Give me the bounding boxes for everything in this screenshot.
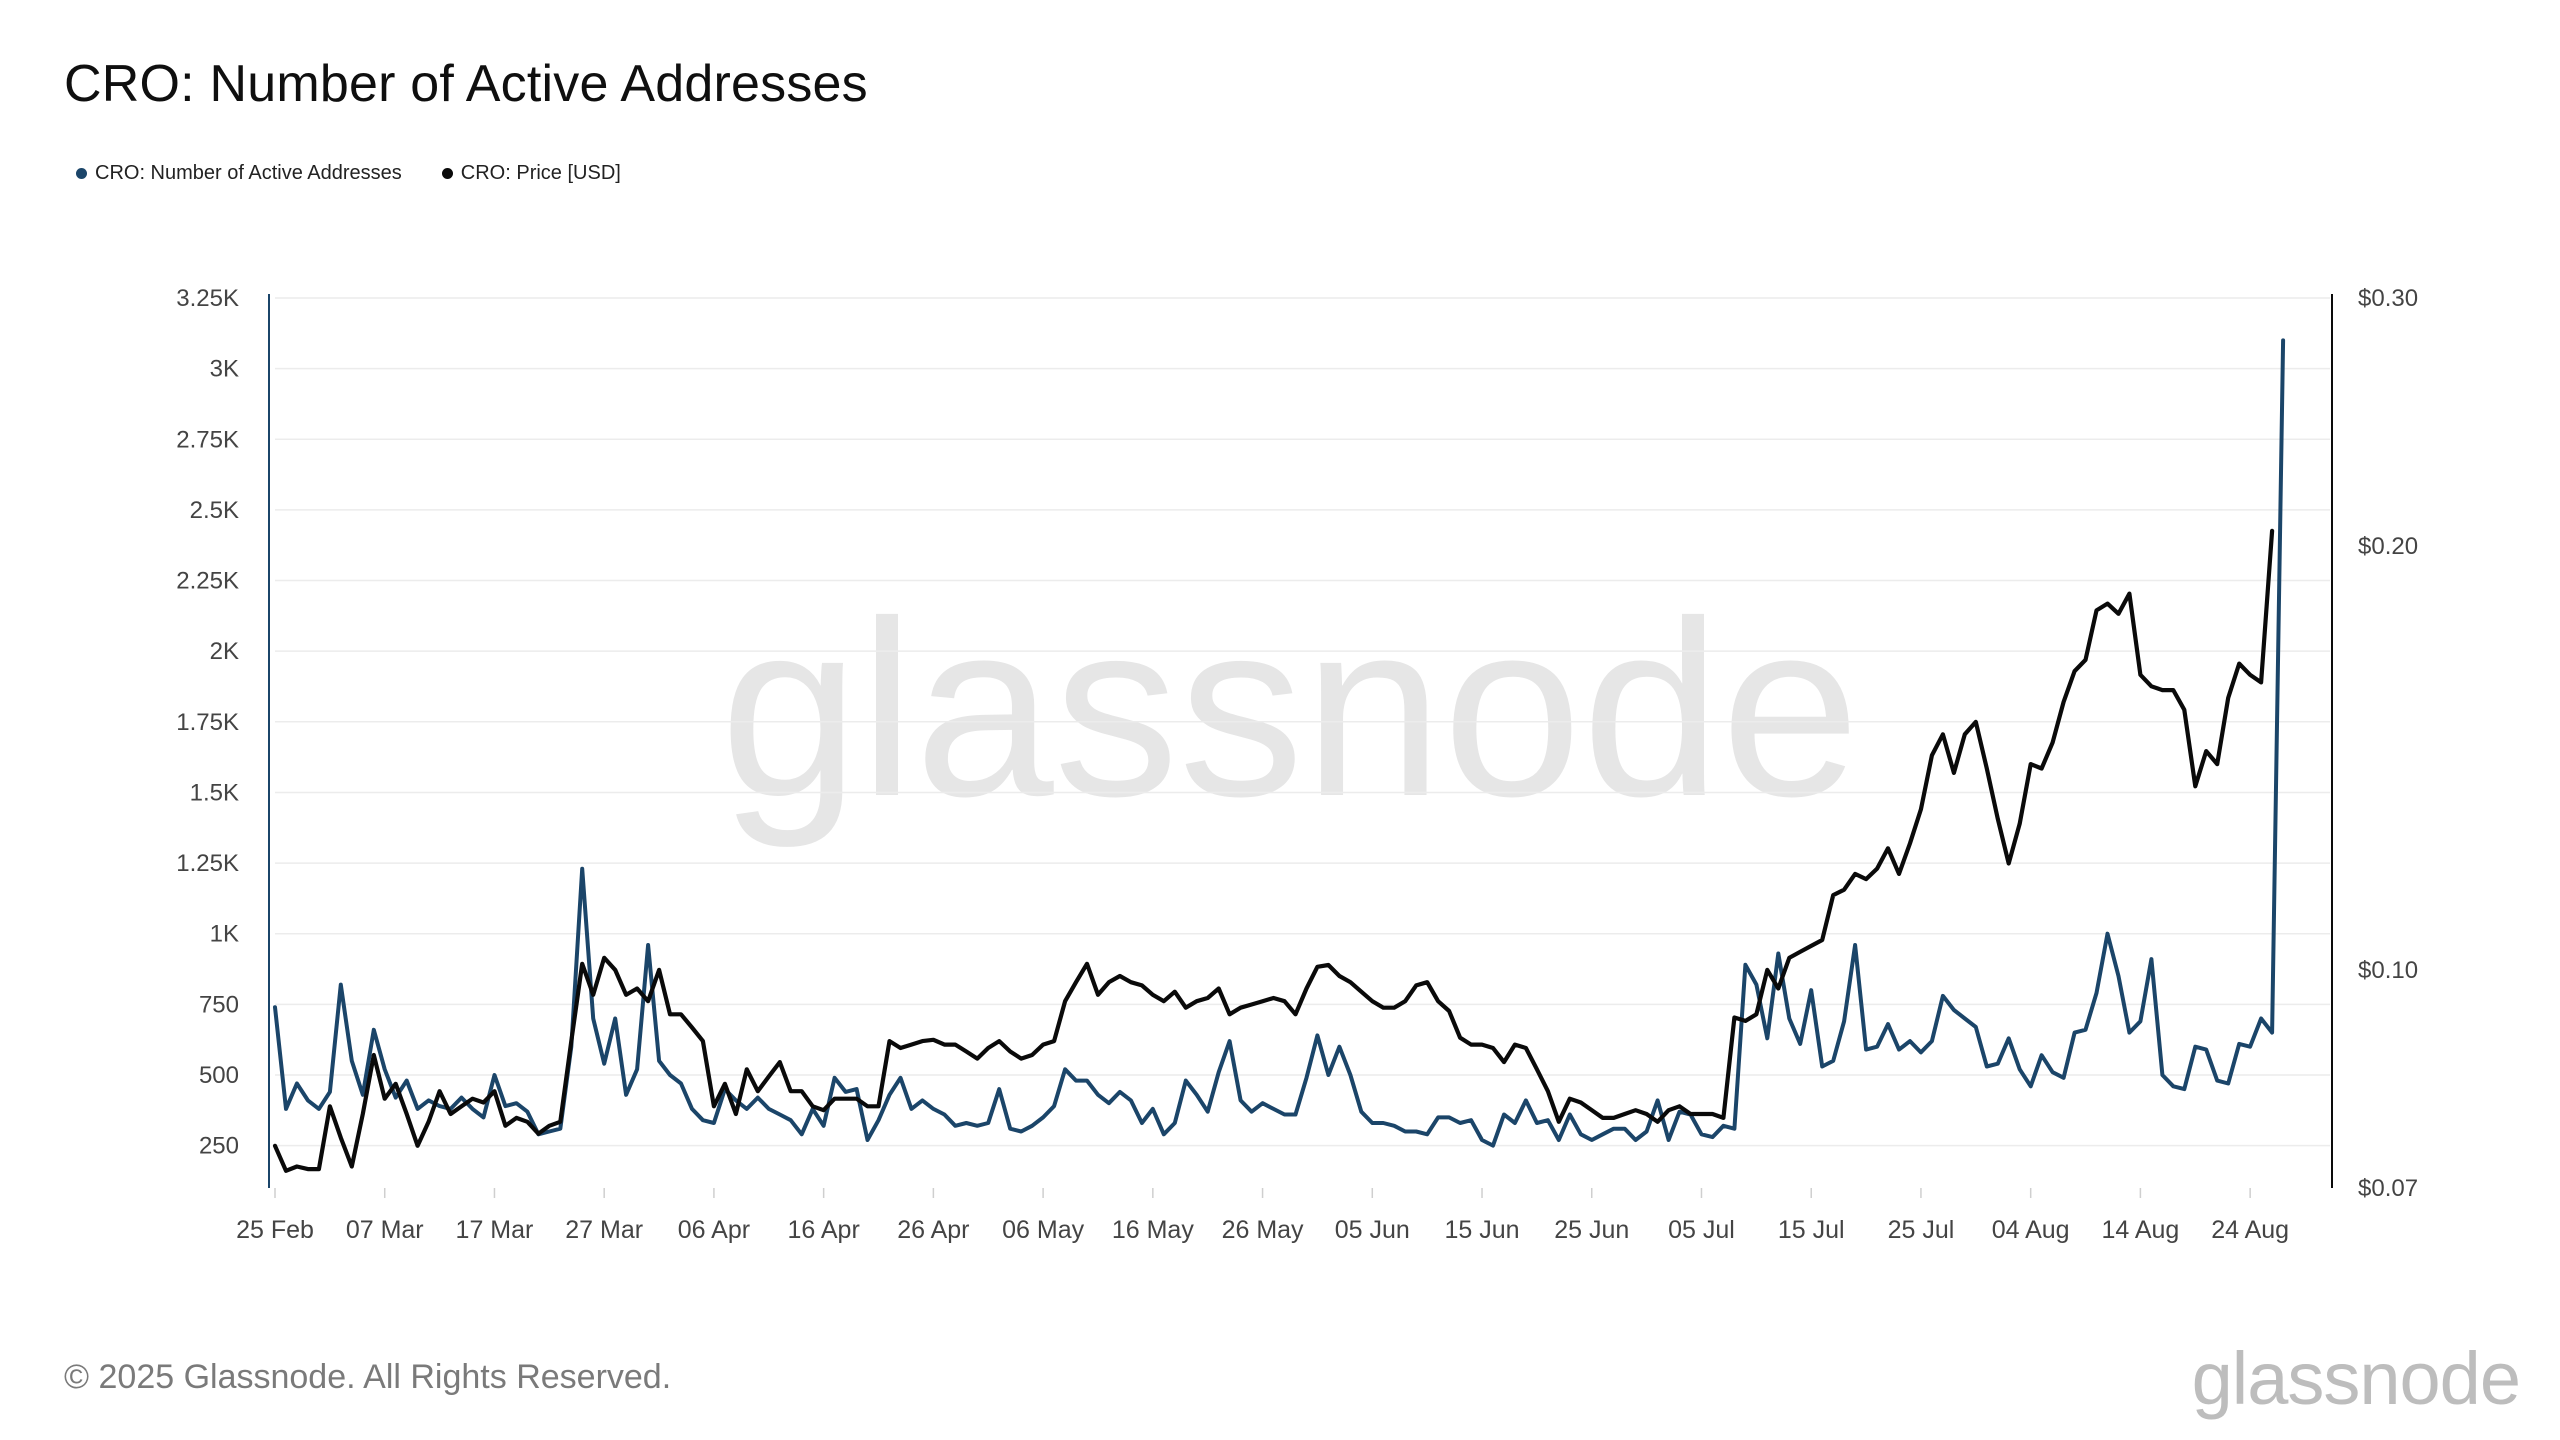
y-left-tick-label: 1.25K [176, 850, 239, 877]
brand-logo[interactable]: glassnode [2191, 1337, 2521, 1420]
x-tick-label: 06 May [1002, 1216, 1084, 1244]
y-axis-right-ticks: $0.07 $0.10 $0.20 $0.30 [2358, 285, 2418, 1202]
y-left-tick-label: 1K [210, 921, 239, 948]
y-left-tick-label: 750 [199, 991, 239, 1018]
legend-item-active-addresses[interactable]: CRO: Number of Active Addresses [76, 162, 402, 185]
y-axis-left-ticks: 250 500 750 1K 1.25K 1.5K 1.75K 2K 2.25K 2.5K 2.75… [176, 285, 239, 1160]
x-tick-label: 25 Feb [236, 1216, 314, 1244]
chart-watermark: glassnode [720, 569, 1860, 848]
x-tick-label: 27 Mar [565, 1216, 643, 1244]
y-left-tick-label: 500 [199, 1062, 239, 1089]
y-left-tick-label: 3K [210, 356, 239, 383]
x-tick-label: 05 Jul [1668, 1216, 1735, 1244]
y-left-tick-label: 2.25K [176, 568, 239, 595]
y-left-tick-label: 1.5K [190, 779, 239, 806]
axes [268, 294, 2333, 1188]
legend-dot-price [441, 168, 453, 179]
series-lines [272, 338, 2286, 1173]
x-tick-label: 26 Apr [897, 1216, 969, 1244]
x-tick-label: 16 May [1112, 1216, 1194, 1244]
chart-legend: CRO: Number of Active Addresses CRO: Pri… [76, 162, 621, 185]
x-tick-label: 24 Aug [2211, 1216, 2289, 1244]
y-left-tick-label: 2.5K [190, 497, 239, 524]
legend-dot-active-addresses [76, 168, 87, 179]
x-tick-label: 06 Apr [678, 1216, 750, 1244]
y-right-tick-label: $0.07 [2358, 1175, 2418, 1202]
y-left-tick-label: 250 [199, 1133, 239, 1160]
legend-label-active-addresses: CRO: Number of Active Addresses [95, 162, 402, 184]
y-left-tick-label: 3.25K [176, 285, 239, 312]
y-left-tick-label: 1.75K [176, 709, 239, 736]
x-tick-label: 17 Mar [456, 1216, 534, 1244]
x-tick-label: 14 Aug [2101, 1216, 2179, 1244]
x-tick-label: 07 Mar [346, 1216, 424, 1244]
y-right-tick-label: $0.30 [2358, 285, 2418, 312]
y-right-tick-label: $0.10 [2358, 957, 2418, 984]
chart-title: CRO: Number of Active Addresses [64, 55, 868, 113]
copyright-text: © 2025 Glassnode. All Rights Reserved. [64, 1358, 672, 1396]
x-tick-label: 04 Aug [1992, 1216, 2070, 1244]
grid-lines [275, 297, 2330, 1147]
legend-label-price: CRO: Price [USD] [460, 162, 621, 184]
legend-item-price[interactable]: CRO: Price [USD] [441, 162, 621, 185]
x-tick-label: 25 Jun [1554, 1216, 1629, 1244]
x-tick-label: 05 Jun [1335, 1216, 1410, 1244]
x-tick-label: 26 May [1222, 1216, 1304, 1244]
y-left-tick-label: 2.75K [176, 426, 239, 453]
x-tick-label: 15 Jun [1444, 1216, 1519, 1244]
x-tick-label: 25 Jul [1888, 1216, 1955, 1244]
series-line-active-addresses[interactable] [273, 338, 2286, 1148]
x-tick-label: 15 Jul [1778, 1216, 1845, 1244]
y-right-tick-label: $0.20 [2358, 533, 2418, 560]
series-line-price[interactable] [272, 528, 2275, 1173]
x-axis-ticks: 25 Feb 07 Mar 17 Mar 27 Mar 06 Apr 16 Apr 26 A… [236, 1188, 2289, 1244]
y-left-tick-label: 2K [210, 638, 239, 665]
x-tick-label: 16 Apr [788, 1216, 860, 1244]
